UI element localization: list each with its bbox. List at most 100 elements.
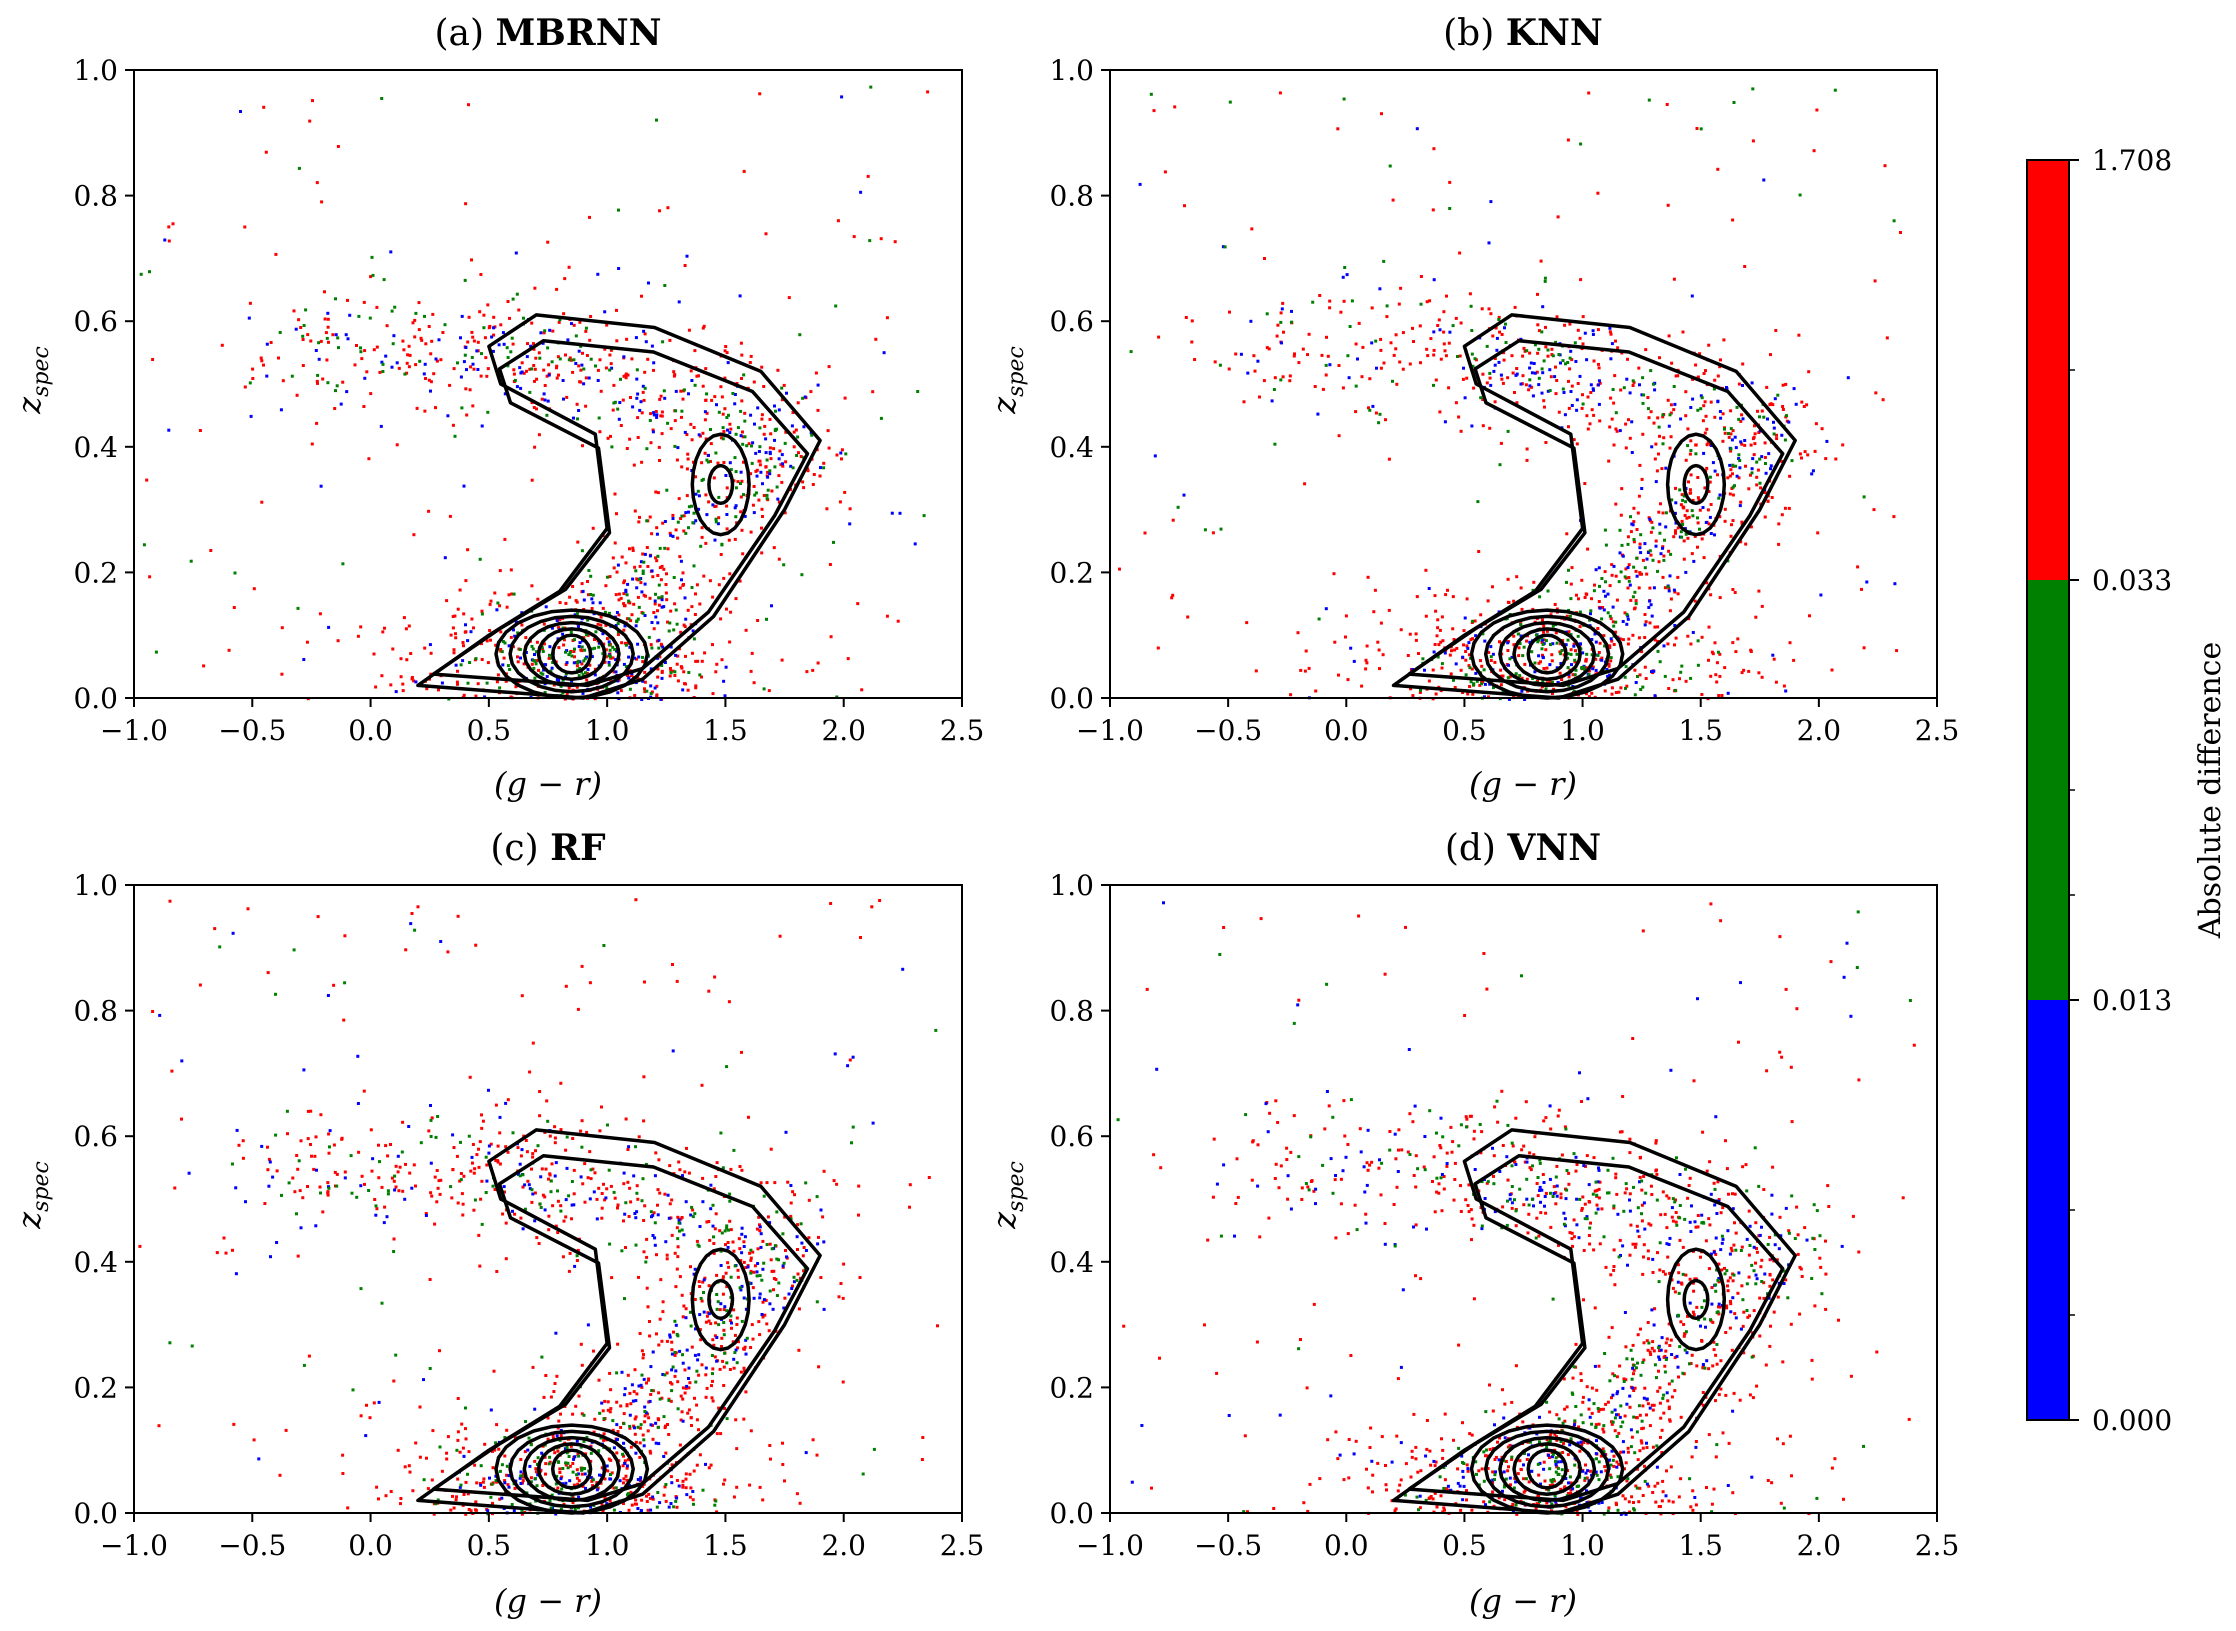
- scatter-point: [1653, 388, 1657, 392]
- scatter-point: [665, 1339, 669, 1343]
- scatter-point: [692, 460, 695, 464]
- scatter-point: [1613, 374, 1617, 378]
- scatter-point: [500, 1496, 504, 1500]
- scatter-point: [1398, 360, 1402, 364]
- scatter-point: [603, 660, 607, 664]
- scatter-point: [817, 1235, 820, 1239]
- scatter-point: [640, 1373, 644, 1377]
- scatter-point: [694, 1380, 698, 1384]
- scatter-point: [529, 1476, 533, 1480]
- scatter-point: [878, 899, 882, 902]
- scatter-point: [676, 446, 680, 450]
- scatter-point: [686, 688, 690, 692]
- scatter-point: [1533, 343, 1537, 347]
- scatter-point: [386, 1189, 390, 1193]
- scatter-point: [1289, 693, 1293, 697]
- scatter-point: [173, 1186, 177, 1190]
- scatter-point: [812, 473, 816, 476]
- scatter-point: [266, 971, 270, 975]
- scatter-point: [690, 1424, 693, 1427]
- contour-line: [522, 1435, 621, 1503]
- scatter-point: [429, 389, 432, 393]
- scatter-point: [680, 666, 684, 670]
- scatter-point: [1531, 607, 1535, 611]
- scatter-point: [651, 1495, 655, 1499]
- scatter-point: [1561, 359, 1565, 363]
- scatter-point: [1468, 666, 1472, 670]
- scatter-point: [1583, 668, 1587, 672]
- scatter-point: [753, 422, 756, 426]
- scatter-point: [1446, 588, 1449, 592]
- scatter-point: [1667, 424, 1671, 428]
- scatter-point: [1542, 667, 1546, 670]
- scatter-point: [556, 355, 560, 359]
- scatter-point: [769, 457, 773, 461]
- scatter-point: [1499, 441, 1503, 445]
- scatter-point: [1729, 449, 1733, 453]
- scatter-point: [1749, 525, 1753, 529]
- scatter-point: [434, 357, 438, 361]
- scatter-point: [725, 1224, 729, 1228]
- scatter-point: [1344, 635, 1347, 639]
- scatter-point: [639, 581, 643, 585]
- scatter-point: [806, 469, 810, 473]
- scatter-point: [723, 694, 727, 698]
- scatter-point: [489, 1495, 493, 1499]
- scatter-point: [715, 1293, 719, 1296]
- scatter-point: [1734, 650, 1738, 654]
- scatter-point: [669, 1399, 673, 1403]
- scatter-point: [684, 1386, 688, 1390]
- scatter-point: [644, 594, 647, 598]
- scatter-point: [777, 557, 781, 561]
- scatter-point: [650, 621, 654, 624]
- scatter-point: [567, 265, 571, 269]
- scatter-point: [372, 652, 376, 656]
- scatter-point: [1696, 545, 1699, 549]
- scatter-point: [1562, 391, 1566, 394]
- scatter-point: [433, 1175, 437, 1179]
- scatter-point: [535, 650, 539, 654]
- scatter-point: [555, 376, 559, 380]
- scatter-point: [636, 392, 640, 396]
- scatter-point: [803, 395, 807, 399]
- scatter-point: [332, 983, 336, 987]
- scatter-point: [1636, 675, 1639, 678]
- scatter-point: [595, 1217, 599, 1221]
- scatter-point: [559, 1081, 563, 1085]
- scatter-point: [1773, 397, 1777, 401]
- scatter-point: [760, 1278, 764, 1282]
- scatter-point: [1585, 652, 1589, 656]
- scatter-point: [580, 1466, 584, 1470]
- scatter-point: [467, 1134, 471, 1138]
- scatter-point: [1713, 415, 1717, 419]
- scatter-point: [617, 417, 621, 421]
- scatter-point: [721, 412, 725, 416]
- scatter-point: [389, 1143, 392, 1146]
- scatter-point: [681, 571, 685, 575]
- scatter-point: [600, 1474, 603, 1477]
- scatter-point: [673, 670, 677, 674]
- scatter-point: [566, 1466, 570, 1470]
- scatter-point: [700, 1363, 704, 1367]
- scatter-point: [318, 612, 322, 616]
- scatter-point: [574, 599, 578, 603]
- scatter-point: [567, 1194, 571, 1198]
- scatter-point: [573, 1455, 577, 1459]
- scatter-point: [1753, 432, 1757, 436]
- scatter-point: [1787, 1229, 1791, 1233]
- scatter-point: [591, 526, 595, 530]
- scatter-point: [581, 1182, 585, 1186]
- scatter-point: [739, 1288, 743, 1292]
- scatter-point: [802, 486, 806, 490]
- scatter-point: [1625, 1479, 1629, 1483]
- scatter-point: [736, 480, 740, 484]
- scatter-point: [682, 1233, 686, 1237]
- scatter-point: [570, 322, 573, 326]
- scatter-point: [796, 1272, 800, 1276]
- scatter-point: [519, 1154, 523, 1158]
- scatter-point: [492, 1369, 496, 1373]
- scatter-point: [600, 1401, 604, 1405]
- scatter-point: [608, 1371, 612, 1375]
- scatter-point: [697, 1428, 700, 1432]
- scatter-point: [681, 688, 685, 692]
